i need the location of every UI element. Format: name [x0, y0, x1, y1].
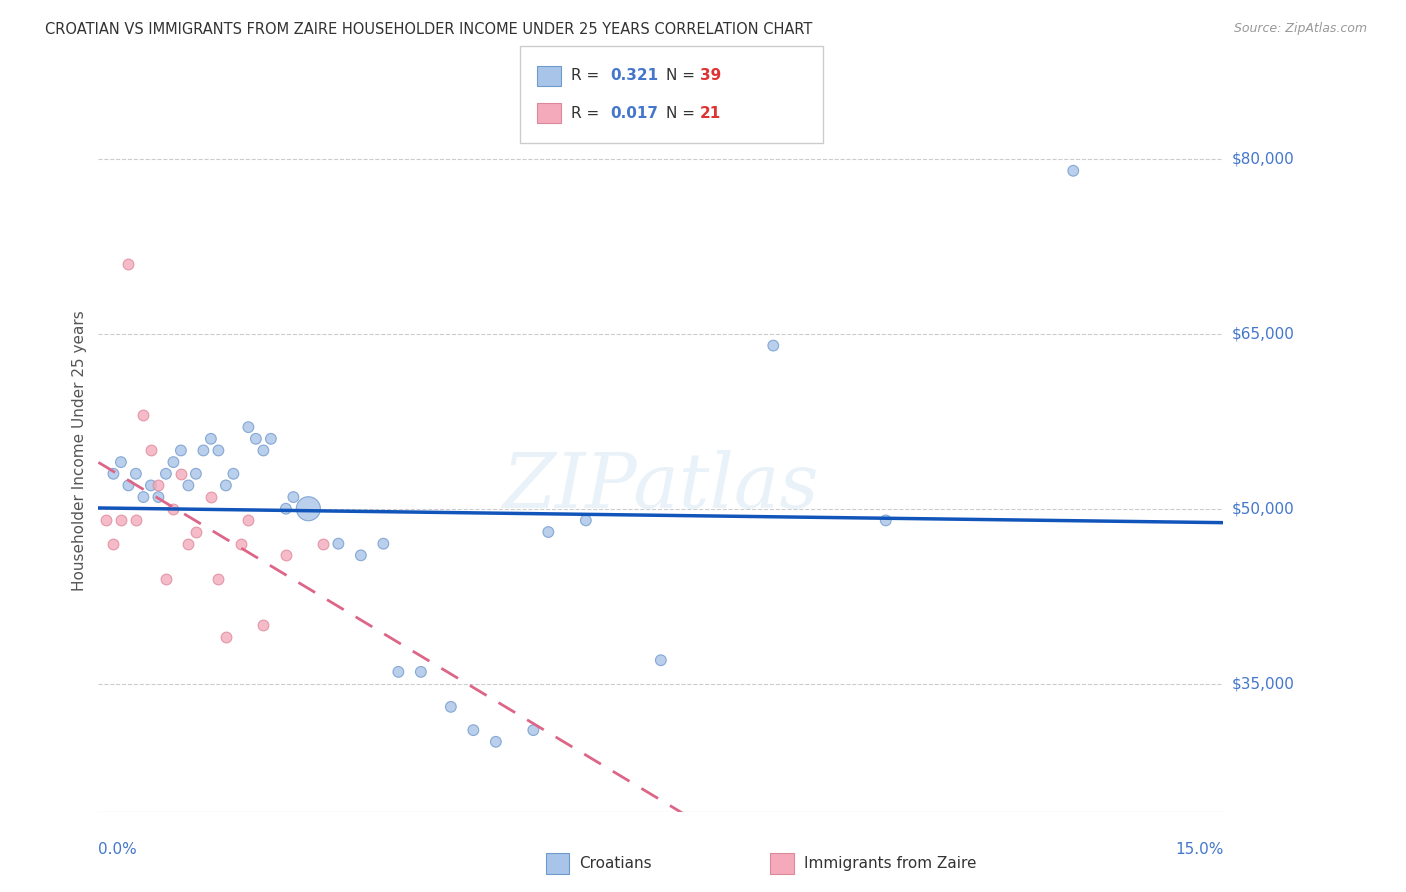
Point	[193, 443, 215, 458]
Point	[103, 467, 125, 481]
Point	[177, 478, 200, 492]
Point	[148, 478, 170, 492]
Point	[875, 513, 897, 527]
Point	[110, 513, 132, 527]
Text: Immigrants from Zaire: Immigrants from Zaire	[804, 856, 977, 871]
Point	[94, 513, 117, 527]
Point	[485, 735, 508, 749]
Text: $50,000: $50,000	[1232, 501, 1295, 516]
Point	[328, 537, 350, 551]
Point	[409, 665, 432, 679]
Text: R =: R =	[571, 106, 605, 120]
Point	[162, 501, 184, 516]
Text: Source: ZipAtlas.com: Source: ZipAtlas.com	[1233, 22, 1367, 36]
Point	[312, 537, 335, 551]
Text: 15.0%: 15.0%	[1175, 842, 1223, 857]
Point	[170, 467, 193, 481]
Point	[463, 723, 485, 738]
Point	[139, 478, 162, 492]
Point	[125, 513, 148, 527]
Text: $35,000: $35,000	[1232, 676, 1295, 691]
Point	[387, 665, 409, 679]
Point	[252, 443, 274, 458]
Text: CROATIAN VS IMMIGRANTS FROM ZAIRE HOUSEHOLDER INCOME UNDER 25 YEARS CORRELATION : CROATIAN VS IMMIGRANTS FROM ZAIRE HOUSEH…	[45, 22, 813, 37]
Point	[207, 443, 229, 458]
Point	[440, 699, 463, 714]
Point	[155, 572, 177, 586]
Text: R =: R =	[571, 69, 605, 83]
Text: 39: 39	[700, 69, 721, 83]
Point	[350, 549, 373, 563]
Point	[537, 524, 560, 539]
Point	[274, 501, 297, 516]
Text: N =: N =	[666, 69, 700, 83]
Text: ZIPatlas: ZIPatlas	[502, 450, 820, 524]
Point	[184, 467, 207, 481]
Point	[207, 572, 229, 586]
Text: 0.321: 0.321	[610, 69, 658, 83]
Point	[522, 723, 544, 738]
Point	[229, 537, 252, 551]
Point	[132, 409, 155, 423]
Text: 0.017: 0.017	[610, 106, 658, 120]
Point	[245, 432, 267, 446]
Point	[238, 513, 260, 527]
Point	[762, 338, 785, 352]
Point	[132, 490, 155, 504]
Point	[103, 537, 125, 551]
Point	[117, 478, 139, 492]
Point	[575, 513, 598, 527]
Point	[650, 653, 672, 667]
Point	[373, 537, 395, 551]
Point	[1062, 163, 1084, 178]
Point	[139, 443, 162, 458]
Point	[125, 467, 148, 481]
Point	[200, 490, 222, 504]
Y-axis label: Householder Income Under 25 years: Householder Income Under 25 years	[72, 310, 87, 591]
Text: 0.0%: 0.0%	[98, 842, 138, 857]
Point	[148, 490, 170, 504]
Text: 21: 21	[700, 106, 721, 120]
Point	[297, 501, 319, 516]
Text: Croatians: Croatians	[579, 856, 652, 871]
Text: N =: N =	[666, 106, 700, 120]
Point	[155, 467, 177, 481]
Point	[283, 490, 305, 504]
Point	[215, 478, 238, 492]
Point	[215, 630, 238, 644]
Point	[252, 618, 274, 632]
Point	[238, 420, 260, 434]
Point	[222, 467, 245, 481]
Point	[177, 537, 200, 551]
Text: $65,000: $65,000	[1232, 326, 1295, 342]
Point	[260, 432, 283, 446]
Point	[110, 455, 132, 469]
Point	[274, 549, 297, 563]
Point	[117, 257, 139, 271]
Point	[184, 524, 207, 539]
Text: $80,000: $80,000	[1232, 152, 1295, 167]
Point	[200, 432, 222, 446]
Point	[170, 443, 193, 458]
Point	[162, 455, 184, 469]
